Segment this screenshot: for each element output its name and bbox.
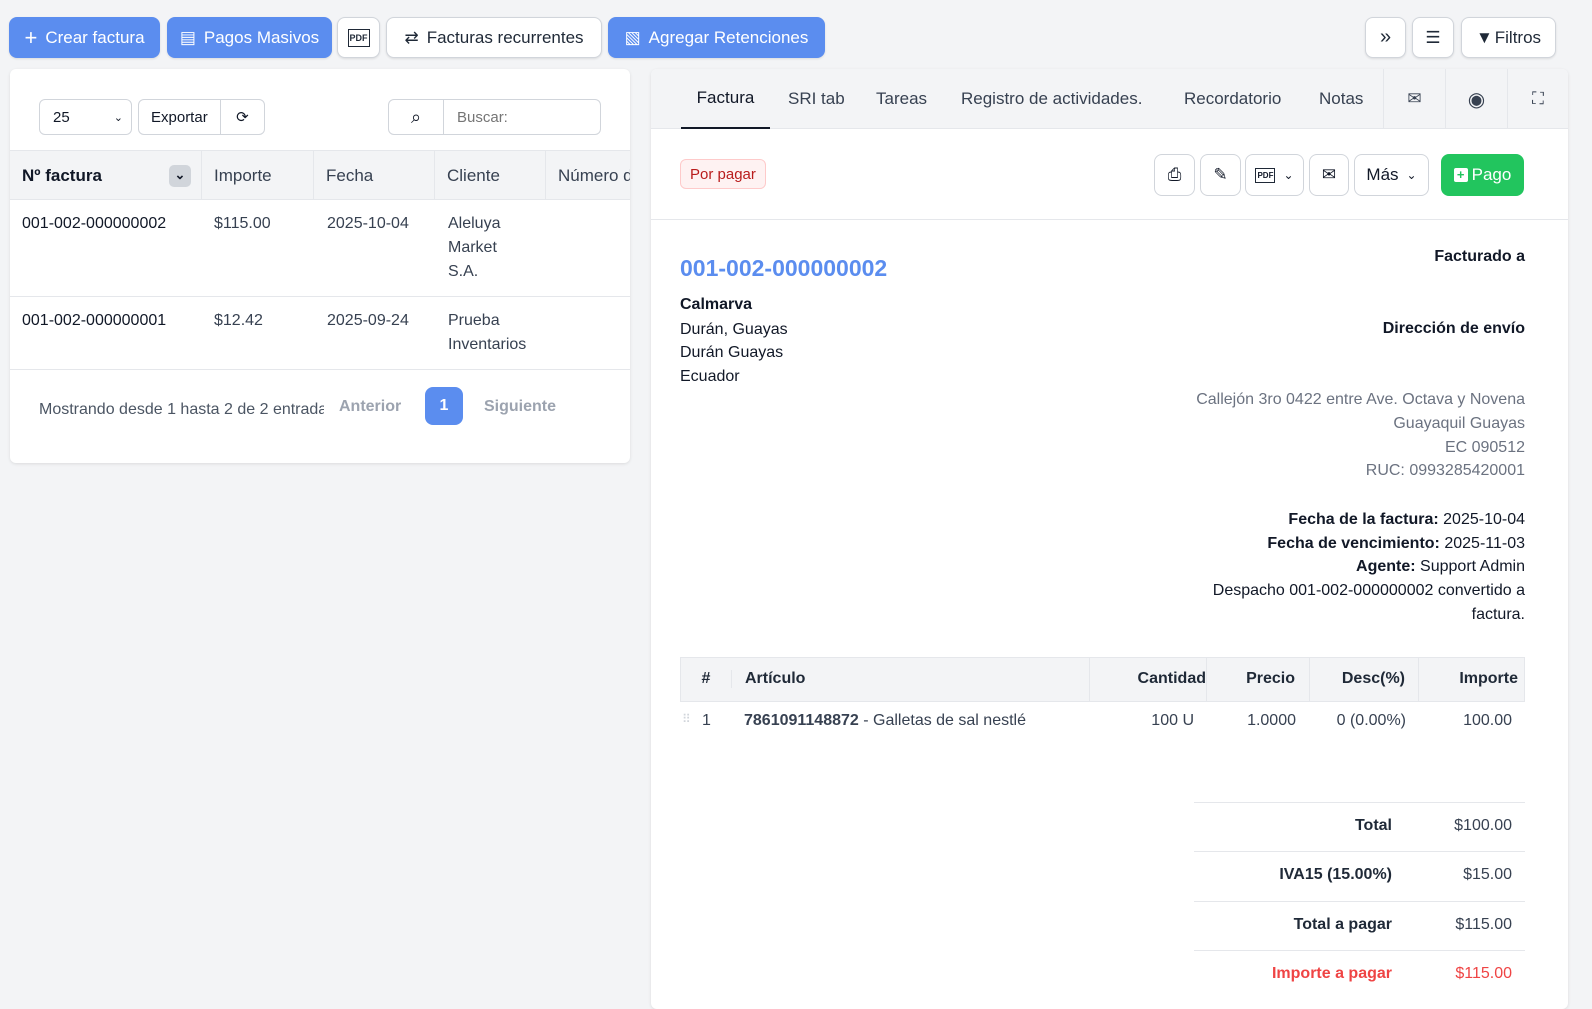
fullscreen-icon[interactable]: ⛶ bbox=[1507, 69, 1568, 129]
client-address-line: Durán Guayas bbox=[680, 344, 784, 361]
invoice-note: factura. bbox=[1471, 606, 1525, 623]
shipping-label: Dirección de envío bbox=[1382, 320, 1525, 337]
invoice-detail-panel: Factura SRI tab Tareas Registro de activ… bbox=[651, 69, 1568, 1009]
client-country: Ecuador bbox=[680, 368, 740, 385]
total-due-row: Total a pagar $115.00 bbox=[1194, 901, 1525, 950]
items-header: # Artículo Cantidad Precio Desc(%) Impor… bbox=[680, 657, 1525, 702]
pagination-info: Mostrando desde 1 hasta 2 de 2 entradas bbox=[39, 401, 324, 418]
pdf-dropdown-button[interactable]: PDF ⌄ bbox=[1245, 154, 1304, 196]
column-client[interactable]: Cliente bbox=[435, 151, 546, 200]
envelope-icon: ✉ bbox=[1321, 165, 1337, 184]
shipping-ruc: RUC: 0993285420001 bbox=[1365, 462, 1525, 479]
create-invoice-button[interactable]: + Crear factura bbox=[9, 17, 160, 58]
pdf-icon: PDF bbox=[347, 28, 370, 47]
invoice-date: Fecha de la factura: 2025-10-04 bbox=[1288, 511, 1525, 528]
client-address-line: Durán, Guayas bbox=[680, 321, 788, 338]
invoice-list-panel: 25⌄ Exportar ⟳ ⌕ Nº factura⌄ Importe Fec… bbox=[10, 69, 630, 463]
export-group: Exportar ⟳ bbox=[138, 99, 265, 135]
edit-button[interactable]: ✎ bbox=[1200, 154, 1241, 196]
recurring-invoices-button[interactable]: ⇄ Facturas recurrentes bbox=[386, 17, 602, 58]
billed-to-label: Facturado a bbox=[1434, 248, 1525, 265]
page-1-button[interactable]: 1 bbox=[425, 387, 463, 425]
plus-icon: + bbox=[24, 24, 38, 50]
prev-page-button[interactable]: Anterior bbox=[339, 398, 402, 415]
envelope-open-icon[interactable]: ✉ bbox=[1383, 69, 1445, 129]
search-group: ⌕ bbox=[388, 99, 601, 135]
invoice-number[interactable]: 001-002-000000002 bbox=[680, 255, 888, 281]
detail-tabs: Factura SRI tab Tareas Registro de activ… bbox=[651, 69, 1568, 129]
status-badge: Por pagar bbox=[680, 159, 766, 189]
more-dropdown[interactable]: Más ⌄ bbox=[1354, 154, 1429, 196]
plus-square-icon: + bbox=[1453, 168, 1468, 182]
due-date: Fecha de vencimiento: 2025-11-03 bbox=[1267, 535, 1525, 552]
tab-tareas[interactable]: Tareas bbox=[876, 89, 928, 108]
refresh-icon[interactable]: ⟳ bbox=[236, 109, 249, 126]
agent: Agente: Support Admin bbox=[1356, 558, 1525, 575]
tax-row: IVA15 (15.00%) $15.00 bbox=[1194, 851, 1525, 900]
page-size-select[interactable]: 25 ⌄ bbox=[39, 99, 132, 135]
chart-icon: ☰ bbox=[1425, 27, 1441, 47]
pdf-icon: PDF bbox=[1255, 167, 1276, 183]
invoice-note: Despacho 001-002-000000002 convertido a bbox=[1212, 582, 1525, 599]
table-row[interactable]: 001-002-000000001 $12.42 2025-09-24 Prue… bbox=[10, 297, 630, 370]
table-header: Nº factura ⌄ Importe Fecha Cliente Número… bbox=[10, 150, 630, 200]
tab-factura[interactable]: Factura bbox=[681, 69, 770, 129]
edit-icon: ✎ bbox=[1213, 165, 1228, 184]
total-row: Total $100.00 bbox=[1194, 802, 1525, 851]
table-row[interactable]: 001-002-000000002 $115.00 2025-10-04 Ale… bbox=[10, 200, 630, 297]
tab-activity-log[interactable]: Registro de actividades. bbox=[961, 89, 1143, 108]
shipping-line: Guayaquil Guayas bbox=[1393, 415, 1525, 432]
filters-button[interactable]: ▼ Filtros bbox=[1461, 17, 1556, 58]
email-button[interactable]: ✉ bbox=[1309, 154, 1349, 196]
shipping-line: EC 090512 bbox=[1444, 439, 1525, 456]
divider bbox=[651, 219, 1568, 220]
payment-button[interactable]: + Pago bbox=[1441, 154, 1524, 196]
tab-sri[interactable]: SRI tab bbox=[788, 89, 845, 108]
export-button[interactable]: Exportar bbox=[139, 100, 221, 134]
client-name: Calmarva bbox=[680, 296, 753, 313]
amount-due-row: Importe a pagar $115.00 bbox=[1194, 950, 1525, 999]
collapse-button[interactable]: » bbox=[1365, 17, 1406, 58]
double-chevron-right-icon: » bbox=[1379, 26, 1392, 48]
drag-handle-icon[interactable]: ⠿ bbox=[682, 712, 691, 726]
search-icon: ⌕ bbox=[389, 100, 444, 134]
item-row[interactable]: ⠿ 1 7861091148872 - Galletas de sal nest… bbox=[682, 712, 1512, 729]
column-date[interactable]: Fecha bbox=[314, 151, 435, 200]
chevron-down-icon[interactable]: ⌄ bbox=[169, 164, 191, 187]
file-plus-icon: ▧ bbox=[624, 27, 641, 47]
chevron-down-icon: ⌄ bbox=[1406, 168, 1417, 182]
chart-button[interactable]: ☰ bbox=[1412, 17, 1454, 58]
chevron-down-icon: ⌄ bbox=[113, 111, 123, 124]
column-doc-number[interactable]: Número d bbox=[558, 165, 630, 185]
column-amount[interactable]: Importe bbox=[202, 151, 314, 200]
bulk-payments-button[interactable]: ▤ Pagos Masivos bbox=[167, 17, 332, 58]
tab-reminder[interactable]: Recordatorio bbox=[1184, 89, 1282, 108]
printer-icon: ⎙ bbox=[1167, 165, 1182, 184]
add-retentions-button[interactable]: ▧ Agregar Retenciones bbox=[608, 17, 825, 58]
pdf-button[interactable]: PDF bbox=[337, 17, 380, 58]
print-button[interactable]: ⎙ bbox=[1154, 154, 1195, 196]
document-icon: ▤ bbox=[179, 27, 196, 47]
chevron-down-icon: ⌄ bbox=[1283, 168, 1294, 182]
shipping-line: Callejón 3ro 0422 entre Ave. Octava y No… bbox=[1196, 391, 1525, 408]
search-input[interactable] bbox=[457, 108, 597, 126]
tab-notes[interactable]: Notas bbox=[1319, 89, 1364, 108]
next-page-button[interactable]: Siguiente bbox=[484, 398, 557, 415]
eye-icon[interactable]: ◉ bbox=[1445, 69, 1507, 129]
filter-icon: ▼ bbox=[1475, 27, 1493, 47]
repeat-icon: ⇄ bbox=[404, 27, 419, 47]
column-number[interactable]: Nº factura ⌄ bbox=[10, 151, 202, 200]
